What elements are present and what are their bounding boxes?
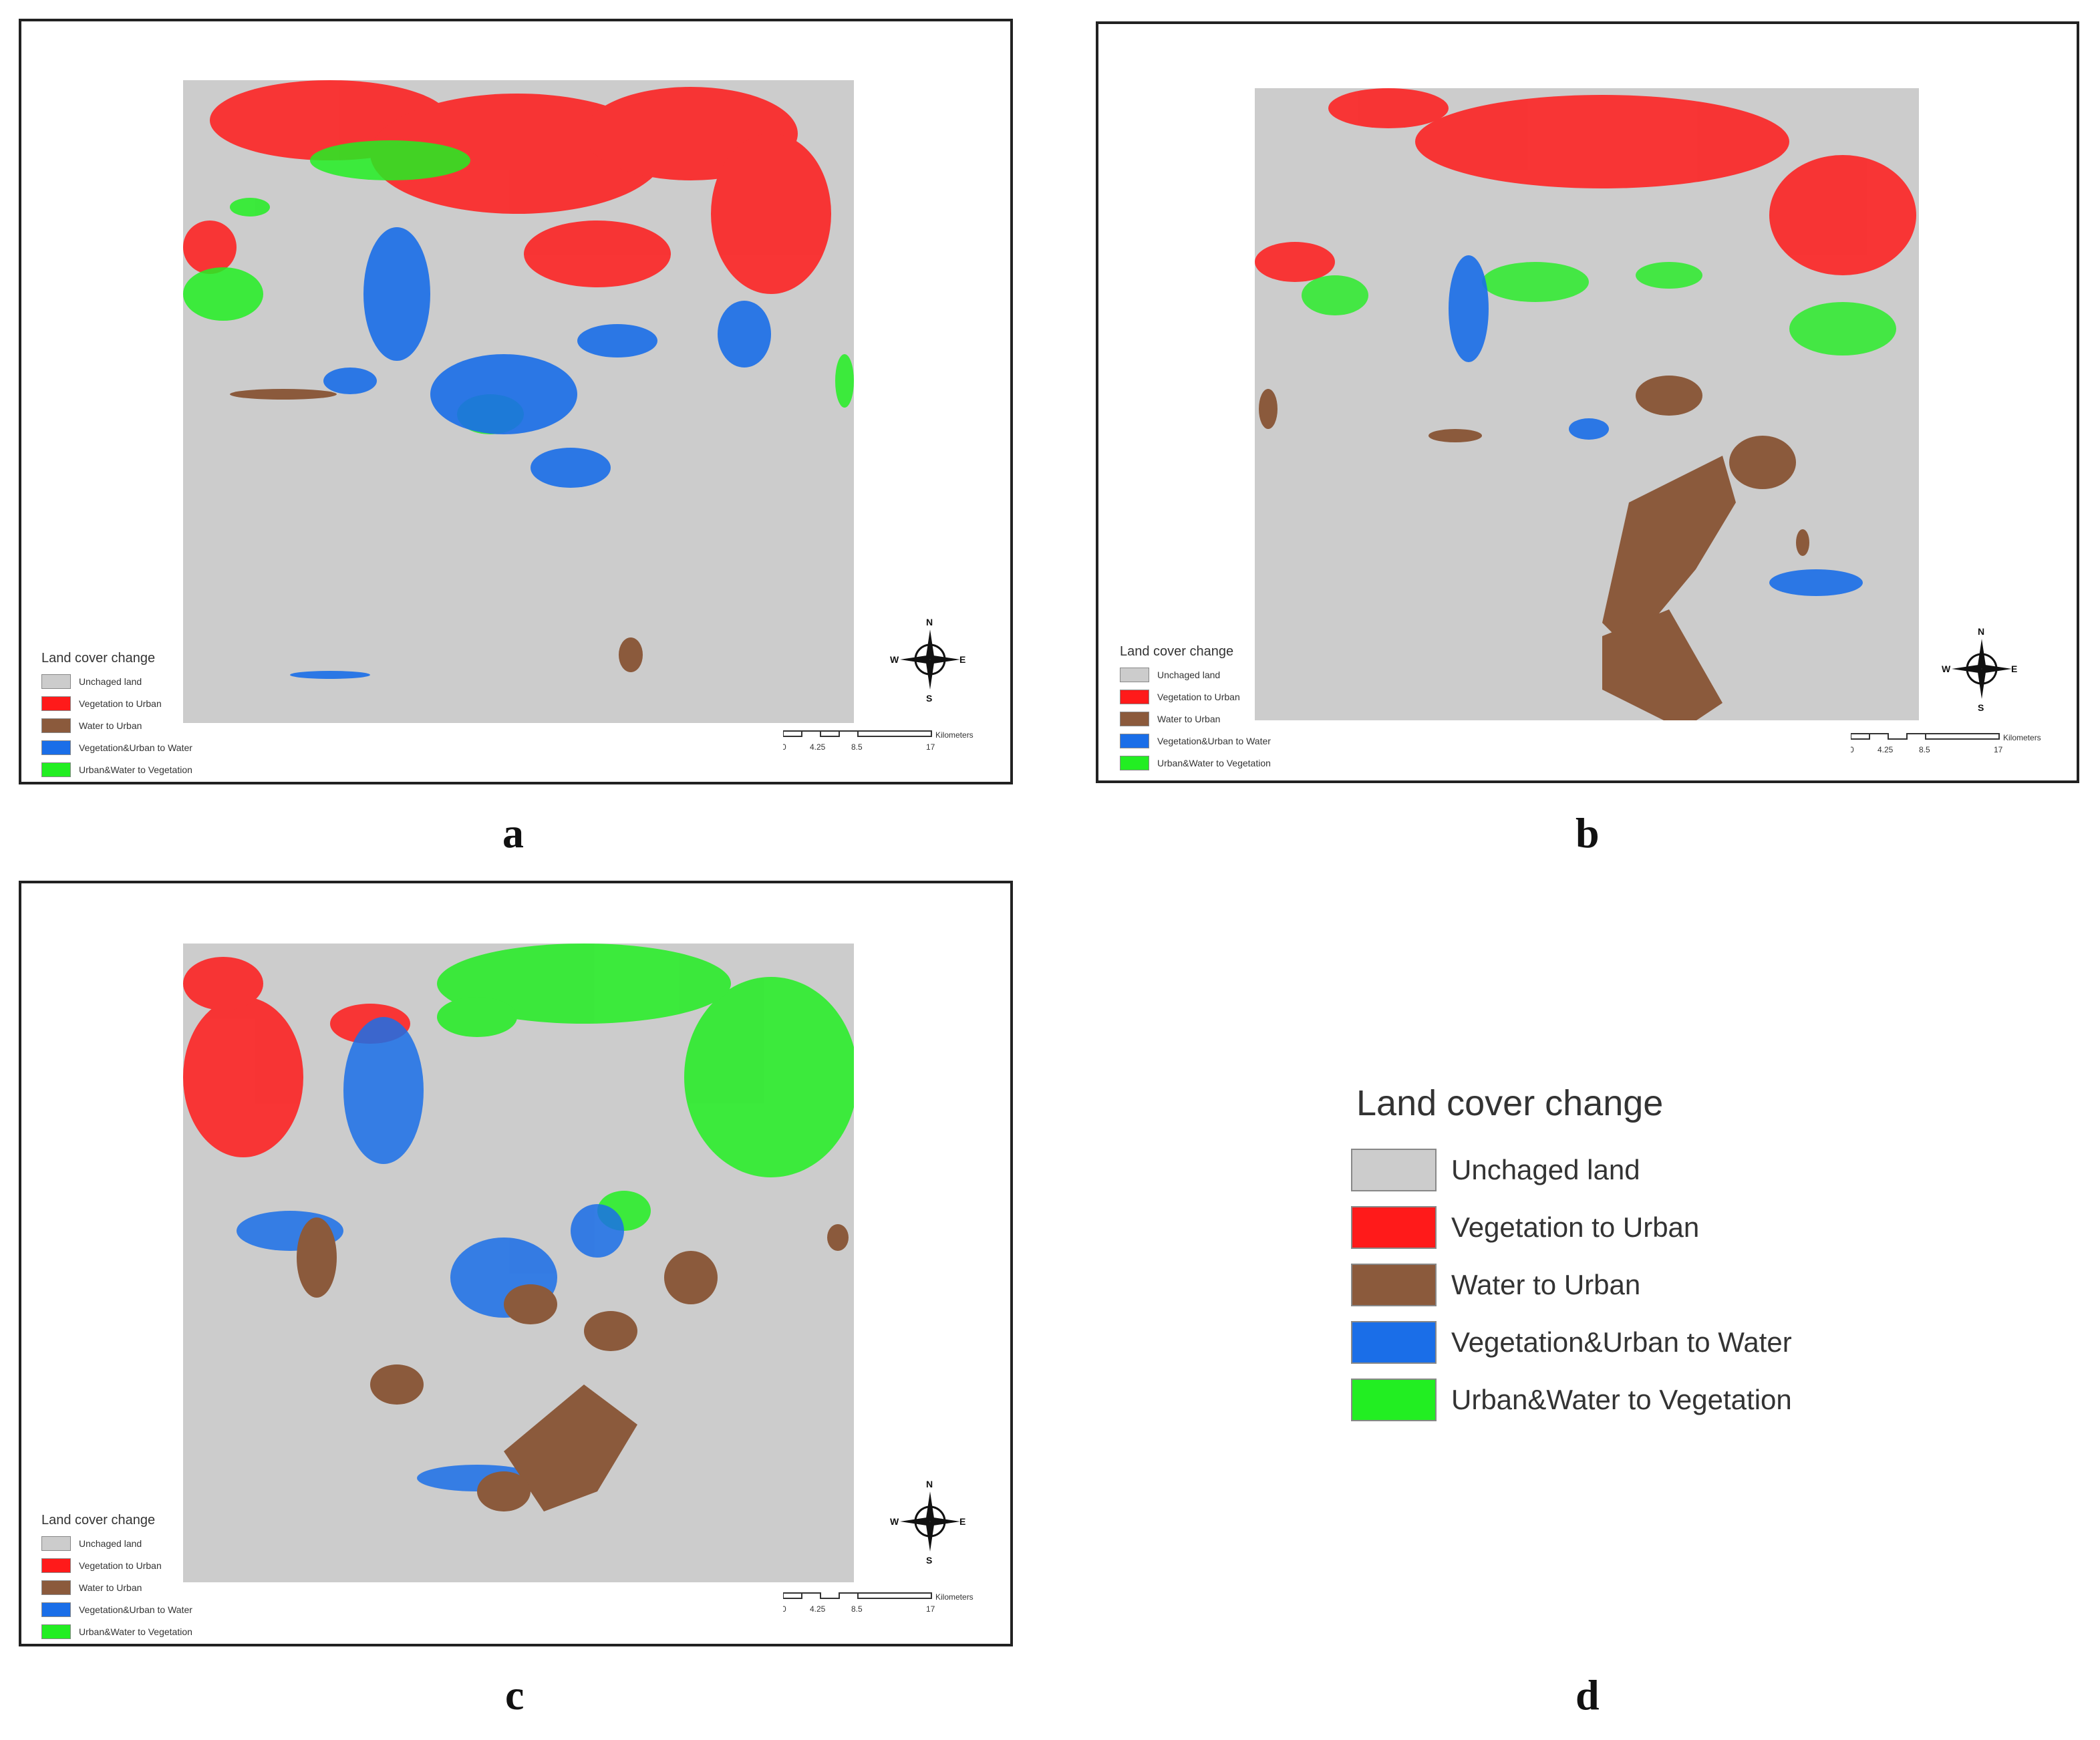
svg-text:17: 17 [1994,745,2003,754]
map-panel-c: Land cover change Unchaged land Vegetati… [19,881,1013,1646]
svg-text:N: N [926,617,933,627]
legend-item-vegetation-to-urban: Vegetation to Urban [41,1554,192,1576]
legend-b: Land cover change Unchaged land Vegetati… [1120,644,1271,774]
land-cover-map-c [183,944,854,1582]
north-arrow-icon: N S W E [890,617,965,703]
legend-item-to-water: Vegetation&Urban to Water [41,1598,192,1620]
legend-title: Land cover change [41,651,156,666]
svg-text:Kilometers: Kilometers [2003,733,2041,742]
legend-item-to-water: Vegetation&Urban to Water [1120,730,1271,752]
svg-text:S: S [926,1555,932,1565]
svg-text:8.5: 8.5 [851,1604,863,1614]
legend-item-water-to-urban: Water to Urban [1351,1256,1792,1314]
legend-item-to-vegetation: Urban&Water to Vegetation [41,758,192,780]
north-arrow-icon: N S W E [890,1479,965,1565]
legend-title: Land cover change [1356,1083,1664,1123]
svg-text:S: S [1978,702,1984,712]
svg-text:E: E [959,654,965,665]
panel-label-c: c [505,1671,524,1719]
svg-text:S: S [926,693,932,703]
scale-bar: 0 4.25 8.5 17 Kilometers [1851,733,2041,754]
legend-item-to-vegetation: Urban&Water to Vegetation [1120,752,1271,774]
svg-text:4.25: 4.25 [810,742,826,752]
legend-large: Land cover change Unchaged land Vegetati… [1351,1082,1792,1429]
legend-item-to-water: Vegetation&Urban to Water [41,736,192,758]
svg-text:17: 17 [926,742,935,752]
panel-label-a: a [502,809,524,857]
svg-text:W: W [890,1516,899,1527]
legend-c: Land cover change Unchaged land Vegetati… [41,1513,192,1642]
map-panel-b: Land cover change Unchaged land Vegetati… [1096,21,2079,783]
svg-text:0: 0 [783,742,786,752]
land-cover-map-b [1255,88,1919,720]
svg-text:E: E [959,1516,965,1527]
legend-item-unchanged: Unchaged land [41,670,192,692]
legend-item-unchanged: Unchaged land [1120,664,1271,686]
svg-text:4.25: 4.25 [1878,745,1894,754]
svg-text:0: 0 [1851,745,1854,754]
svg-text:0: 0 [783,1604,786,1614]
legend-item-to-water: Vegetation&Urban to Water [1351,1314,1792,1371]
svg-text:E: E [2011,664,2017,674]
scale-bar: 0 4.25 8.5 17 Kilometers [783,730,973,752]
legend-title: Land cover change [41,1513,156,1528]
svg-text:W: W [1942,664,1951,674]
svg-text:4.25: 4.25 [810,1604,826,1614]
legend-item-vegetation-to-urban: Vegetation to Urban [41,692,192,714]
legend-item-water-to-urban: Water to Urban [1120,708,1271,730]
svg-text:N: N [1978,626,1984,637]
svg-text:N: N [926,1479,933,1489]
svg-text:W: W [890,654,899,665]
legend-item-vegetation-to-urban: Vegetation to Urban [1351,1199,1792,1256]
panel-label-d: d [1576,1671,1600,1719]
svg-text:17: 17 [926,1604,935,1614]
legend-item-vegetation-to-urban: Vegetation to Urban [1120,686,1271,708]
legend-title: Land cover change [1120,644,1234,659]
legend-item-to-vegetation: Urban&Water to Vegetation [41,1620,192,1642]
legend-item-to-vegetation: Urban&Water to Vegetation [1351,1371,1792,1429]
svg-text:Kilometers: Kilometers [935,1592,973,1602]
legend-item-unchanged: Unchaged land [41,1532,192,1554]
north-arrow-icon: N S W E [1942,626,2017,712]
panel-label-b: b [1576,809,1600,857]
legend-a: Land cover change Unchaged land Vegetati… [41,651,192,780]
land-cover-map-a [183,80,854,723]
legend-item-water-to-urban: Water to Urban [41,1576,192,1598]
legend-item-unchanged: Unchaged land [1351,1141,1792,1199]
map-panel-a: Land cover change Unchaged land Vegetati… [19,19,1013,784]
svg-text:8.5: 8.5 [1919,745,1930,754]
scale-bar: 0 4.25 8.5 17 Kilometers [783,1592,973,1614]
svg-text:Kilometers: Kilometers [935,730,973,740]
svg-text:8.5: 8.5 [851,742,863,752]
legend-item-water-to-urban: Water to Urban [41,714,192,736]
